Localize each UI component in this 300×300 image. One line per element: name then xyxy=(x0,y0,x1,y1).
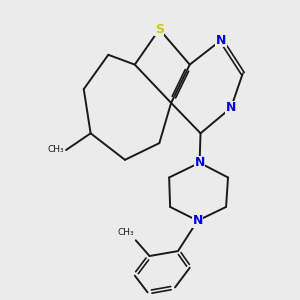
Text: N: N xyxy=(194,156,205,169)
Text: CH₃: CH₃ xyxy=(118,228,134,237)
Text: N: N xyxy=(192,214,203,227)
Text: S: S xyxy=(155,23,164,36)
Text: N: N xyxy=(226,101,236,114)
Text: CH₃: CH₃ xyxy=(48,146,64,154)
Text: N: N xyxy=(216,34,226,46)
